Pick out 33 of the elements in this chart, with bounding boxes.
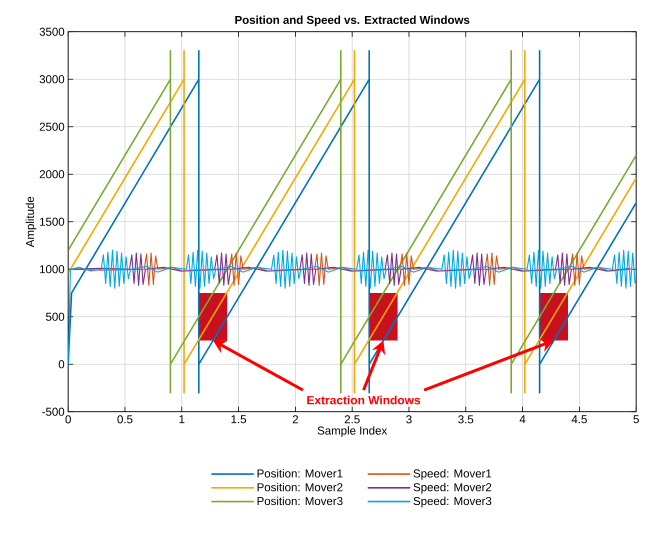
legend-label: Position: Mover1 bbox=[258, 469, 342, 478]
chart-title: Position and Speed vs. Extracted Windows bbox=[235, 16, 470, 26]
y-tick-label: 0 bbox=[58, 360, 64, 368]
legend-label: Speed: Mover2 bbox=[414, 482, 492, 494]
x-tick-label: 0.5 bbox=[117, 415, 132, 424]
y-tick-label: 2500 bbox=[40, 122, 64, 131]
y-tick-label: 1000 bbox=[40, 265, 64, 274]
x-tick-label: 2.5 bbox=[344, 415, 360, 424]
x-axis-title: Sample Index bbox=[318, 426, 388, 437]
legend-label: Position: Mover2 bbox=[258, 482, 342, 492]
legend-label: Speed: Mover3 bbox=[414, 496, 492, 508]
y-tick-label: -500 bbox=[42, 408, 64, 416]
legend-label: Position: Mover3 bbox=[258, 496, 343, 506]
y-tick-label: 3500 bbox=[40, 28, 64, 36]
y-tick-label: 1500 bbox=[40, 218, 64, 226]
y-tick-label: 2000 bbox=[40, 170, 64, 178]
y-tick-label: 3000 bbox=[40, 75, 64, 84]
y-axis-title: Amplitude bbox=[26, 196, 36, 248]
x-tick-label: 1 bbox=[179, 415, 184, 424]
line-series bbox=[68, 50, 636, 394]
x-tick-label: 5 bbox=[633, 415, 639, 424]
x-tick-label: 0 bbox=[65, 415, 71, 424]
x-tick-label: 4 bbox=[520, 415, 526, 424]
x-tick-label: 2 bbox=[292, 415, 298, 424]
line-series bbox=[68, 252, 632, 286]
x-tick-label: 1.5 bbox=[231, 415, 246, 424]
x-tick-label: 4.5 bbox=[572, 415, 587, 424]
x-tick-label: 3.5 bbox=[458, 415, 474, 424]
annotation: Extraction Windows bbox=[307, 396, 420, 404]
legend-label: Speed: Mover1 bbox=[414, 469, 492, 480]
y-tick-label: 500 bbox=[46, 312, 64, 321]
line-series bbox=[68, 250, 636, 365]
x-tick-label: 3 bbox=[406, 415, 412, 424]
